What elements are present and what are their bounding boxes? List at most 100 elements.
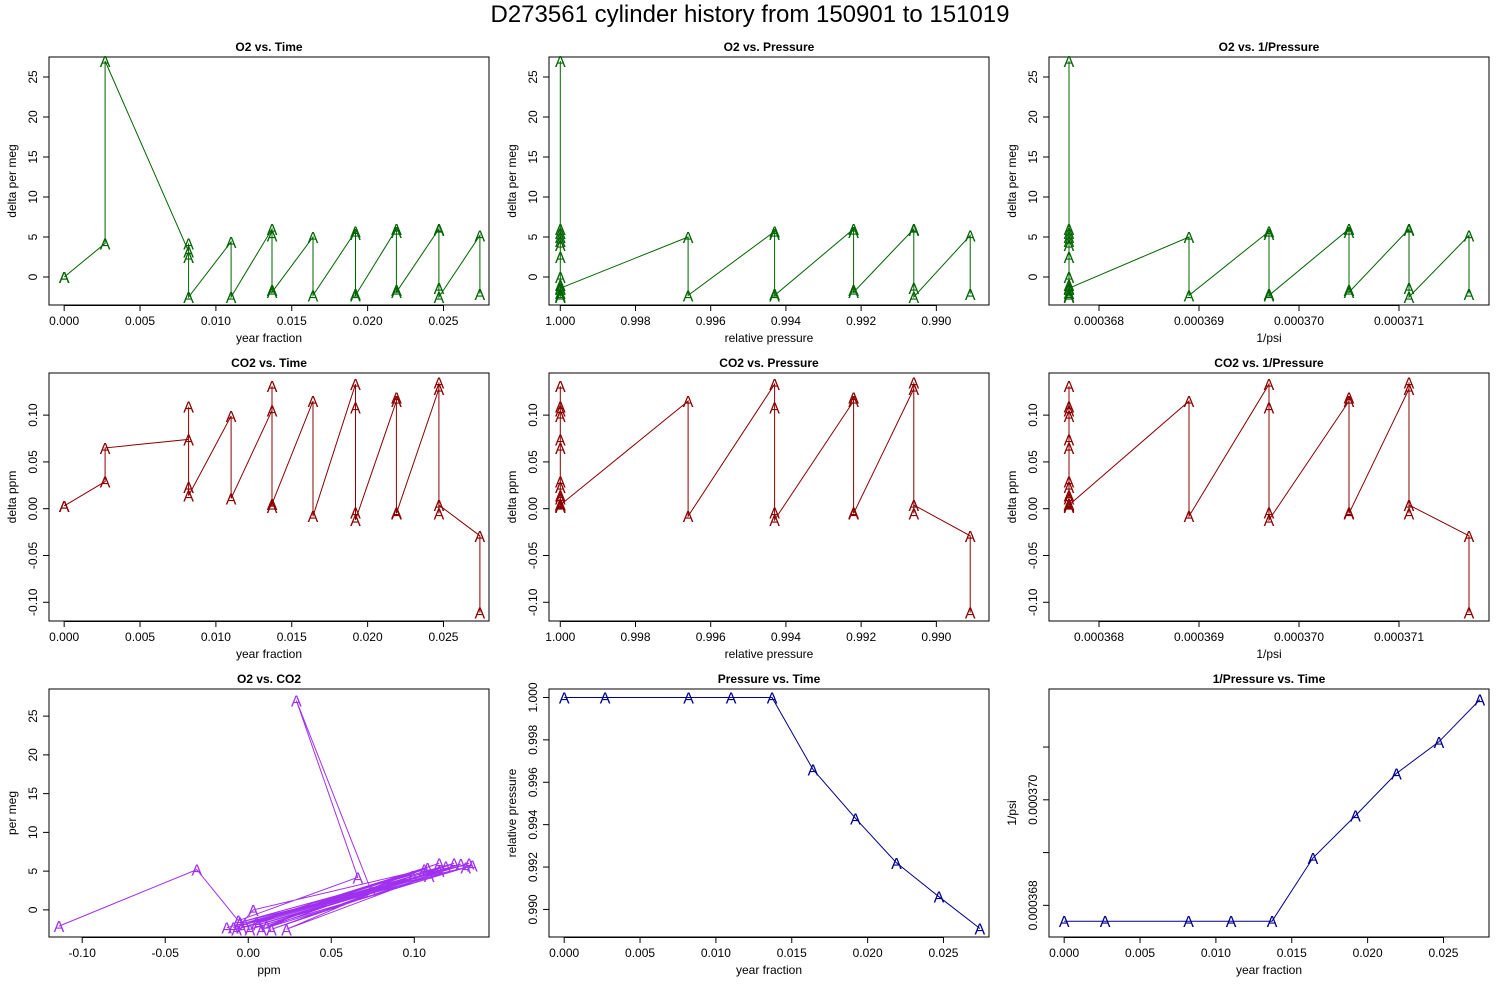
chart-5-data-point: A <box>1264 513 1275 530</box>
chart-4-data-point: A <box>965 606 976 623</box>
chart-4-data-point: A <box>555 403 566 420</box>
chart-3-data-point: A <box>183 480 194 497</box>
chart-5-data-point: A <box>1264 401 1275 418</box>
chart-4-data-point: A <box>555 497 566 514</box>
chart-1-data-point: A <box>555 290 566 307</box>
chart-8-panel: 1/Pressure vs. Time 0.000 0.005 0.010 0.015 0… <box>1005 672 1490 977</box>
chart-0-y-tick-label: 20 <box>26 110 40 124</box>
chart-3-title: CO2 vs. Time <box>231 356 307 370</box>
chart-6-data-point: A <box>449 856 460 873</box>
chart-6-data-point: A <box>424 869 435 886</box>
chart-6-frame <box>48 688 490 938</box>
chart-6-x-tick-label: -0.10 <box>69 946 97 960</box>
chart-6-data-point: A <box>253 918 264 935</box>
chart-2-data-point: A <box>1064 250 1075 267</box>
chart-4-y-tick-label: 0.10 <box>526 403 540 427</box>
chart-6-title: O2 vs. CO2 <box>237 672 301 686</box>
chart-5-data-point: A <box>1184 394 1195 411</box>
chart-7-series-line <box>564 697 981 929</box>
chart-7-title: Pressure vs. Time <box>718 672 821 686</box>
chart-3-x-tick-label: 0.025 <box>428 630 458 644</box>
chart-3-series-line <box>63 382 481 613</box>
chart-6-x-label: ppm <box>257 963 280 977</box>
chart-6-y-tick-label: 20 <box>26 748 40 762</box>
chart-5-series-line <box>1068 382 1470 613</box>
chart-5-data-point: A <box>1464 529 1475 546</box>
chart-7-frame <box>548 688 990 938</box>
chart-6-data-point: A <box>235 915 246 932</box>
chart-5-x-tick-label: 0.000368 <box>1074 630 1124 644</box>
chart-1-data-point: A <box>555 270 566 287</box>
chart-2-data-point: A <box>1344 222 1355 239</box>
chart-7-y-tick-label: 1.000 <box>526 682 540 712</box>
chart-0-data-point: A <box>350 224 361 241</box>
chart-2-data-point: A <box>1064 286 1075 303</box>
chart-1-data-point: A <box>555 230 566 247</box>
chart-0-panel: O2 vs. Time 0.000 0.005 0.010 0.015 0.020 0.02… <box>5 40 490 345</box>
chart-3-data-point: A <box>308 509 319 526</box>
chart-5-data-point: A <box>1404 375 1415 392</box>
chart-1-data-point: A <box>848 222 859 239</box>
chart-4-data-point: A <box>555 409 566 426</box>
chart-0-data-point: A <box>267 222 278 239</box>
chart-3-data-point: A <box>350 401 361 418</box>
chart-4-x-tick-label: 0.996 <box>696 630 726 644</box>
chart-3-data-point: A <box>434 498 445 515</box>
chart-3-y-tick-label: -0.05 <box>26 541 40 569</box>
chart-4-y-tick-label: 0.00 <box>526 497 540 521</box>
chart-5-data-point: A <box>1064 480 1075 497</box>
chart-1-data-point: A <box>908 290 919 307</box>
chart-6-data-point: A <box>240 918 251 935</box>
chart-4-data-point: A <box>965 529 976 546</box>
chart-1-data-point: A <box>908 223 919 240</box>
chart-2-data-point: A <box>1404 222 1415 239</box>
chart-1-data-point: A <box>908 222 919 239</box>
chart-4-x-tick-label: 0.990 <box>921 630 951 644</box>
chart-0-x-tick-label: 0.000 <box>49 314 79 328</box>
chart-3-data-point: A <box>183 432 194 449</box>
chart-2-y-tick-label: 5 <box>1026 233 1040 240</box>
chart-3-y-label: delta ppm <box>5 471 19 524</box>
chart-5-y-tick-label: 0.10 <box>1026 403 1040 427</box>
chart-8-title: 1/Pressure vs. Time <box>1213 672 1326 686</box>
chart-3-data-point: A <box>100 475 111 492</box>
chart-3-x-label: year fraction <box>236 647 302 661</box>
chart-2-data-point: A <box>1464 287 1475 304</box>
chart-7-y-tick-label: 0.992 <box>526 852 540 882</box>
chart-6-data-point: A <box>261 919 272 936</box>
chart-6-data-point: A <box>266 922 277 939</box>
chart-7-x-label: year fraction <box>736 963 802 977</box>
chart-0-x-tick-label: 0.015 <box>277 314 307 328</box>
chart-1-y-tick-label: 15 <box>526 150 540 164</box>
chart-5-data-point: A <box>1064 400 1075 417</box>
chart-7-y-tick-label: 0.994 <box>526 809 540 839</box>
chart-5-y-tick-label: 0.00 <box>1026 497 1040 521</box>
chart-2-title: O2 vs. 1/Pressure <box>1219 40 1320 54</box>
chart-4-data-point: A <box>769 513 780 530</box>
chart-6-data-point: A <box>366 884 377 901</box>
chart-3-data-point: A <box>226 491 237 508</box>
chart-2-data-point: A <box>1404 290 1415 307</box>
chart-5-x-tick-label: 0.000370 <box>1274 630 1324 644</box>
chart-2-data-point: A <box>1064 230 1075 247</box>
chart-0-data-point: A <box>308 288 319 305</box>
chart-2-data-point: A <box>1064 282 1075 299</box>
chart-3-data-point: A <box>226 409 237 426</box>
chart-2-x-tick-label: 0.000371 <box>1374 314 1424 328</box>
chart-6-data-point: A <box>228 921 239 938</box>
chart-4-data-point: A <box>848 390 859 407</box>
chart-0-data-point: A <box>183 244 194 261</box>
chart-1-data-point: A <box>769 287 780 304</box>
chart-3-data-point: A <box>350 377 361 394</box>
chart-7-y-tick-label: 0.990 <box>526 894 540 924</box>
chart-5-data-point: A <box>1064 432 1075 449</box>
chart-2-series-line <box>1068 61 1470 299</box>
chart-0-data-point: A <box>226 290 237 307</box>
chart-3-data-point: A <box>59 499 70 516</box>
chart-1-data-point: A <box>555 281 566 298</box>
chart-8-x-tick-label: 0.020 <box>1353 946 1383 960</box>
chart-1-data-point: A <box>555 222 566 239</box>
chart-6-data-point: A <box>434 856 445 873</box>
chart-5-data-point: A <box>1404 506 1415 523</box>
chart-3-data-point: A <box>350 513 361 530</box>
